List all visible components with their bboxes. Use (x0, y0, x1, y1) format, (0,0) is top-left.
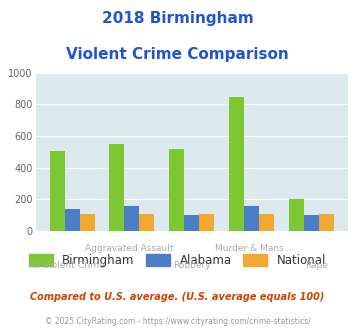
Bar (199, 214, 214, 231)
Text: 2018 Birmingham: 2018 Birmingham (102, 11, 253, 26)
Bar (65, 209, 80, 231)
Text: Robbery: Robbery (173, 261, 211, 270)
Text: Violent Crime Comparison: Violent Crime Comparison (66, 47, 289, 62)
Bar (244, 206, 259, 231)
Text: © 2025 CityRating.com - https://www.cityrating.com/crime-statistics/: © 2025 CityRating.com - https://www.city… (45, 317, 310, 326)
Text: All Violent Crime: All Violent Crime (29, 261, 105, 270)
Bar (140, 214, 154, 231)
Bar (184, 215, 199, 231)
Text: Murder & Mans...: Murder & Mans... (215, 244, 293, 253)
Legend: Birmingham, Alabama, National: Birmingham, Alabama, National (29, 254, 326, 267)
Bar (169, 148, 184, 231)
Bar (259, 214, 274, 231)
Bar (125, 206, 140, 231)
Text: Compared to U.S. average. (U.S. average equals 100): Compared to U.S. average. (U.S. average … (30, 292, 325, 302)
Bar (229, 97, 244, 231)
Text: Rape: Rape (305, 261, 328, 270)
Bar (50, 151, 65, 231)
Bar (319, 214, 334, 231)
Bar (109, 144, 125, 231)
Bar (289, 199, 304, 231)
Bar (304, 215, 319, 231)
Bar (80, 214, 94, 231)
Text: Aggravated Assault: Aggravated Assault (85, 244, 174, 253)
